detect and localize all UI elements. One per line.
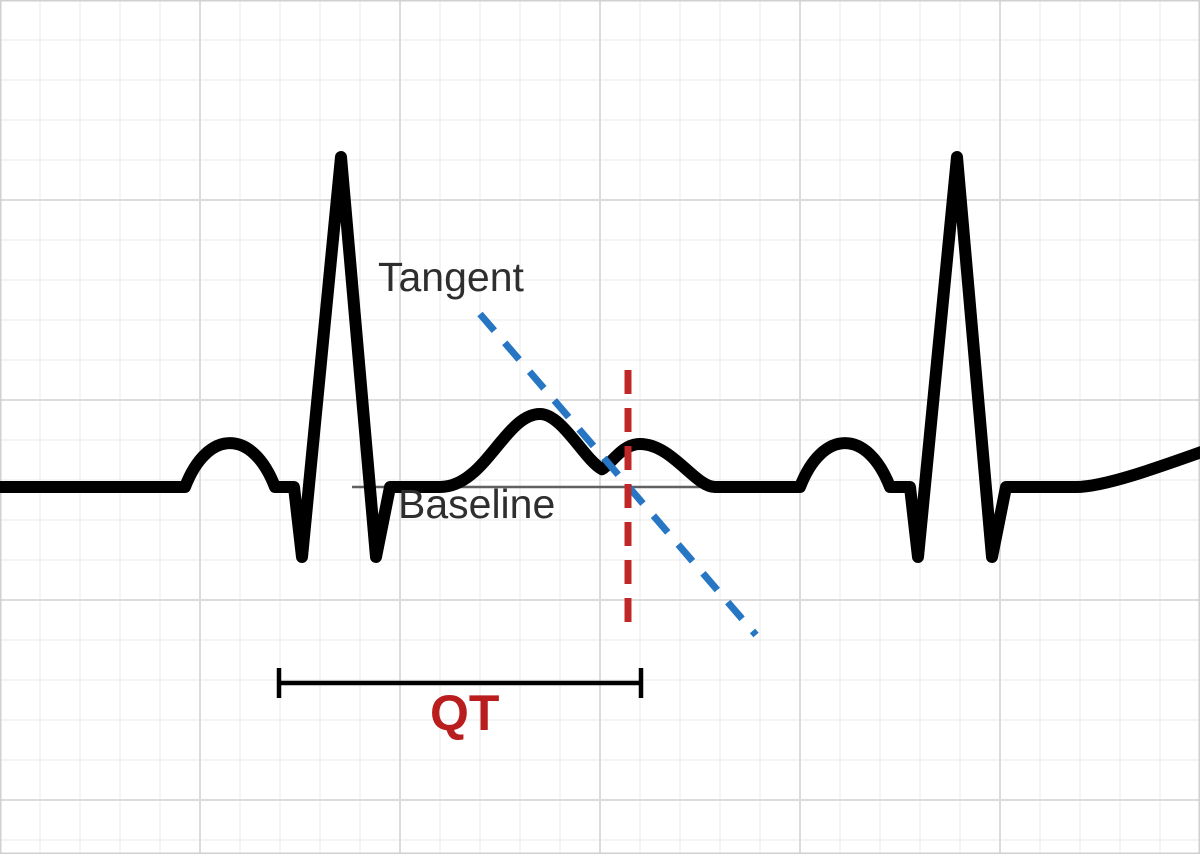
qt-label: QT	[430, 688, 499, 738]
diagram-svg	[0, 0, 1200, 854]
diagram-canvas: Tangent Baseline QT	[0, 0, 1200, 854]
tangent-label: Tangent	[378, 257, 524, 298]
baseline-label: Baseline	[398, 484, 555, 525]
